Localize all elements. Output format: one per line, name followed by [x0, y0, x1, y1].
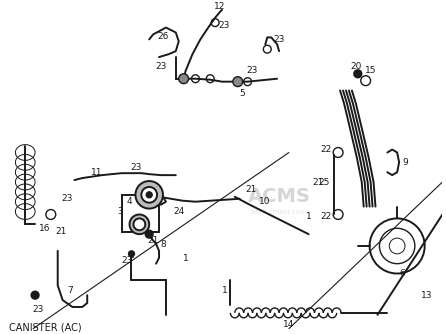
Text: 13: 13 [421, 291, 433, 300]
Text: 10: 10 [259, 197, 270, 206]
Text: 14: 14 [283, 320, 295, 329]
Text: 16: 16 [39, 224, 51, 233]
Text: 12: 12 [215, 2, 226, 11]
Text: 23: 23 [247, 66, 258, 75]
Text: 23: 23 [155, 62, 167, 71]
Text: 23: 23 [131, 163, 142, 172]
Text: 25: 25 [318, 177, 330, 186]
Circle shape [133, 218, 145, 230]
Text: 22: 22 [321, 212, 332, 221]
Text: CANISTER (AC): CANISTER (AC) [8, 323, 81, 333]
Text: 23: 23 [273, 35, 285, 44]
Text: ACMS: ACMS [248, 187, 310, 206]
Text: 23: 23 [121, 256, 132, 265]
Text: 23: 23 [62, 194, 73, 203]
Circle shape [129, 214, 149, 234]
Text: 21: 21 [55, 227, 66, 236]
Text: 21: 21 [246, 185, 257, 194]
Text: 9: 9 [402, 158, 408, 167]
Text: 22: 22 [321, 145, 332, 154]
Text: 23: 23 [33, 305, 44, 314]
Text: www.cmsnl.com: www.cmsnl.com [251, 208, 307, 214]
Text: 1: 1 [183, 254, 189, 263]
Circle shape [354, 70, 362, 78]
Text: 4: 4 [127, 197, 132, 206]
Text: 11: 11 [91, 168, 103, 177]
Text: 23: 23 [218, 21, 230, 30]
Circle shape [136, 181, 163, 209]
Bar [122, 195, 159, 232]
Text: 24: 24 [173, 207, 184, 216]
Circle shape [146, 192, 152, 198]
Text: 3: 3 [117, 207, 123, 216]
Text: 15: 15 [365, 66, 376, 75]
Circle shape [31, 291, 39, 299]
Text: 21: 21 [313, 177, 324, 186]
Text: 1: 1 [128, 251, 134, 260]
Text: 6: 6 [399, 269, 405, 278]
Circle shape [146, 231, 152, 237]
Text: 1: 1 [222, 286, 228, 295]
Circle shape [141, 187, 157, 203]
Text: 8: 8 [160, 239, 166, 248]
Circle shape [128, 251, 134, 257]
Text: 7: 7 [68, 286, 74, 295]
Text: 26: 26 [157, 32, 169, 41]
Circle shape [233, 77, 243, 87]
Text: 21: 21 [148, 235, 159, 244]
Text: 1: 1 [306, 212, 311, 221]
Text: 5: 5 [239, 89, 244, 98]
Circle shape [179, 74, 189, 84]
Text: 20: 20 [350, 62, 362, 71]
